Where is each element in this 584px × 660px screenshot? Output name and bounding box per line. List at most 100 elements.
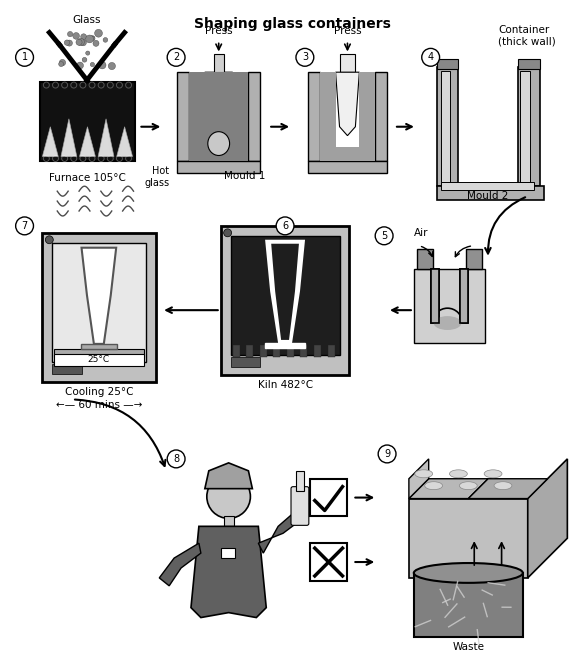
Polygon shape	[43, 127, 58, 156]
Bar	[518, 67, 540, 186]
Bar	[53, 243, 147, 362]
Circle shape	[91, 36, 95, 40]
Bar	[320, 72, 336, 162]
Text: 3: 3	[302, 52, 308, 62]
Circle shape	[93, 40, 99, 46]
Bar	[460, 269, 468, 323]
Polygon shape	[248, 72, 260, 162]
Circle shape	[207, 475, 251, 518]
Bar	[430, 269, 439, 323]
Circle shape	[276, 217, 294, 235]
Ellipse shape	[415, 470, 433, 478]
Circle shape	[81, 34, 86, 40]
Text: Shaping glass containers: Shaping glass containers	[193, 16, 391, 30]
Text: Mould 2: Mould 2	[467, 191, 509, 201]
Polygon shape	[409, 498, 528, 578]
Bar	[320, 147, 375, 162]
Text: 8: 8	[173, 454, 179, 464]
Bar	[214, 54, 224, 72]
Bar	[417, 249, 433, 269]
Bar	[231, 357, 260, 367]
Bar	[231, 236, 339, 355]
Polygon shape	[65, 129, 73, 156]
Circle shape	[95, 29, 102, 37]
Circle shape	[86, 35, 93, 43]
Bar	[81, 344, 117, 349]
Polygon shape	[468, 478, 548, 498]
Bar	[467, 249, 482, 269]
Circle shape	[224, 229, 232, 237]
Circle shape	[16, 217, 33, 235]
Circle shape	[86, 51, 90, 55]
Circle shape	[167, 48, 185, 66]
Bar	[430, 269, 439, 323]
Bar	[246, 345, 253, 357]
Bar	[520, 71, 530, 182]
Circle shape	[91, 62, 95, 67]
Bar	[53, 364, 82, 374]
Polygon shape	[528, 459, 567, 578]
Polygon shape	[159, 543, 201, 586]
Circle shape	[375, 227, 393, 245]
Polygon shape	[121, 137, 128, 156]
Bar	[440, 71, 450, 182]
Text: Kiln 482°C: Kiln 482°C	[258, 379, 312, 389]
Circle shape	[422, 48, 440, 66]
Text: 25°C: 25°C	[88, 355, 110, 364]
Text: Air: Air	[414, 228, 428, 238]
Circle shape	[46, 236, 53, 244]
Polygon shape	[177, 72, 189, 162]
Bar	[308, 162, 387, 174]
Polygon shape	[205, 463, 252, 488]
Bar	[359, 72, 375, 162]
Text: Cooling 25°C
←— 60 mins —→: Cooling 25°C ←— 60 mins —→	[55, 387, 142, 410]
Bar	[437, 186, 544, 200]
Polygon shape	[266, 241, 304, 343]
Polygon shape	[61, 119, 77, 156]
Text: Furnace 105°C: Furnace 105°C	[48, 174, 126, 183]
Bar	[224, 516, 234, 526]
Bar	[287, 345, 294, 357]
Ellipse shape	[460, 482, 477, 490]
Text: Hot
glass: Hot glass	[144, 166, 169, 188]
Polygon shape	[46, 137, 54, 156]
Bar	[414, 573, 523, 638]
Circle shape	[68, 32, 73, 37]
Polygon shape	[84, 137, 92, 156]
Circle shape	[103, 38, 108, 42]
Circle shape	[16, 48, 33, 66]
Ellipse shape	[494, 482, 512, 490]
Circle shape	[378, 445, 396, 463]
Text: Container
(thick wall): Container (thick wall)	[498, 24, 556, 47]
Ellipse shape	[208, 132, 230, 156]
Bar	[221, 226, 349, 375]
Bar	[177, 162, 260, 174]
Polygon shape	[98, 119, 114, 156]
Bar	[314, 345, 321, 357]
Circle shape	[76, 39, 82, 46]
Circle shape	[60, 59, 65, 66]
Bar	[43, 233, 157, 381]
Bar	[518, 59, 540, 69]
Polygon shape	[375, 72, 387, 162]
Ellipse shape	[450, 470, 467, 478]
Bar	[54, 349, 144, 357]
Polygon shape	[409, 459, 429, 498]
Bar	[310, 478, 347, 516]
Bar	[437, 59, 458, 69]
Bar	[54, 354, 144, 366]
Polygon shape	[205, 72, 232, 110]
Bar	[437, 67, 458, 186]
Bar	[339, 54, 356, 72]
Text: 5: 5	[381, 231, 387, 241]
Ellipse shape	[414, 563, 523, 583]
Polygon shape	[117, 127, 133, 156]
Ellipse shape	[425, 482, 443, 490]
Circle shape	[82, 57, 87, 62]
Bar	[296, 471, 304, 490]
Bar	[265, 343, 305, 348]
Bar	[460, 269, 468, 323]
Circle shape	[296, 48, 314, 66]
Bar	[328, 345, 335, 357]
Text: Press: Press	[333, 26, 361, 36]
